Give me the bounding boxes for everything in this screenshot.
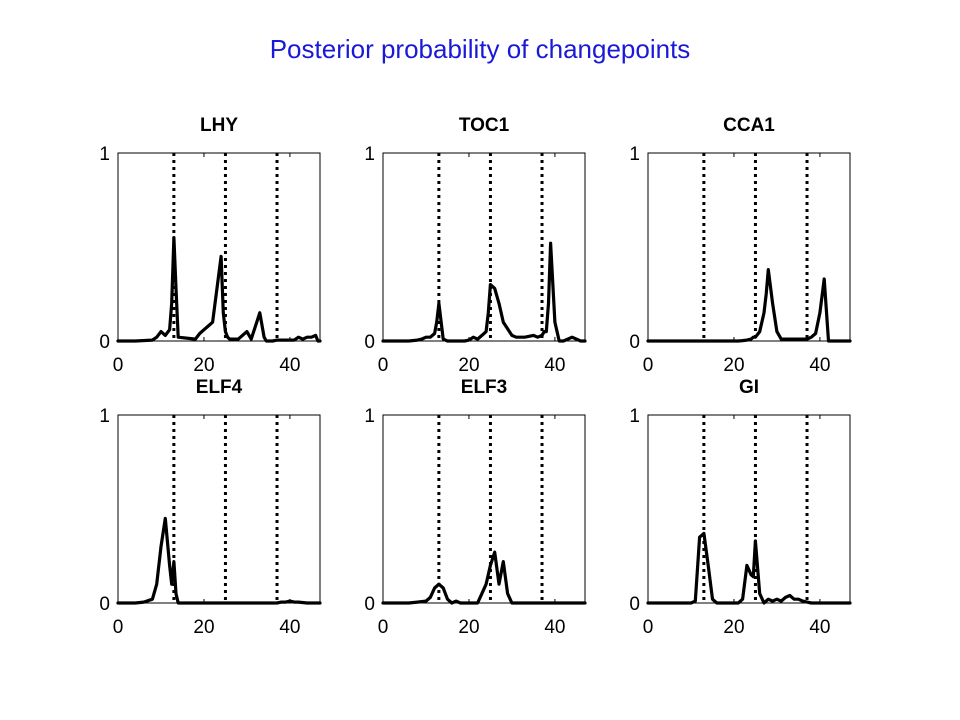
panel-title: CCA1 <box>723 115 775 136</box>
axes-box <box>117 152 321 342</box>
x-tick-label: 0 <box>378 355 389 376</box>
y-tick-label: 0 <box>99 332 110 353</box>
x-tick-label: 20 <box>458 355 479 376</box>
x-tick-label: 40 <box>279 617 300 638</box>
y-tick-label: 1 <box>99 406 110 427</box>
axes-box <box>647 414 851 604</box>
y-tick-label: 1 <box>629 406 640 427</box>
x-tick-label: 20 <box>723 355 744 376</box>
y-tick-label: 1 <box>99 144 110 165</box>
panel-title: GI <box>739 377 759 398</box>
panel-lhy: 0 20 40 0 1 LHY <box>99 115 322 376</box>
series-line <box>381 241 587 343</box>
y-tick-label: 0 <box>364 332 375 353</box>
x-tick-label: 20 <box>193 617 214 638</box>
x-tick-label: 0 <box>643 617 654 638</box>
x-tick-label: 40 <box>809 617 830 638</box>
series-line <box>646 531 852 605</box>
y-tick-label: 0 <box>629 594 640 615</box>
panel-cca1: 0 20 40 0 1 CCA1 <box>629 115 852 376</box>
y-tick-label: 0 <box>99 594 110 615</box>
x-tick-label: 40 <box>809 355 830 376</box>
panel-title: LHY <box>200 115 238 136</box>
series-line <box>646 268 852 343</box>
y-tick-label: 0 <box>629 332 640 353</box>
x-tick-label: 20 <box>458 617 479 638</box>
x-tick-label: 40 <box>279 355 300 376</box>
panel-elf3: 0 20 40 0 1 ELF3 <box>364 377 587 638</box>
x-tick-label: 40 <box>544 617 565 638</box>
series-line <box>116 236 322 343</box>
x-tick-label: 0 <box>643 355 654 376</box>
x-tick-label: 0 <box>378 617 389 638</box>
x-tick-label: 0 <box>113 617 124 638</box>
chart-title: Posterior probability of changepoints <box>269 34 691 64</box>
y-tick-label: 0 <box>364 594 375 615</box>
series-line <box>381 550 587 605</box>
x-tick-label: 40 <box>544 355 565 376</box>
axes-box <box>382 414 586 604</box>
y-tick-label: 1 <box>629 144 640 165</box>
x-tick-label: 20 <box>723 617 744 638</box>
axes-box <box>382 152 586 342</box>
x-tick-label: 0 <box>113 355 124 376</box>
series-line <box>116 516 322 605</box>
y-tick-label: 1 <box>364 406 375 427</box>
panel-title: ELF4 <box>196 377 243 398</box>
panel-title: ELF3 <box>461 377 507 398</box>
panel-gi: 0 20 40 0 1 GI <box>629 377 852 638</box>
axes-box <box>117 414 321 604</box>
panel-toc1: 0 20 40 0 1 TOC1 <box>364 115 587 376</box>
y-tick-label: 1 <box>364 144 375 165</box>
x-tick-label: 20 <box>193 355 214 376</box>
panel-title: TOC1 <box>459 115 510 136</box>
panel-elf4: 0 20 40 0 1 ELF4 <box>99 377 322 638</box>
